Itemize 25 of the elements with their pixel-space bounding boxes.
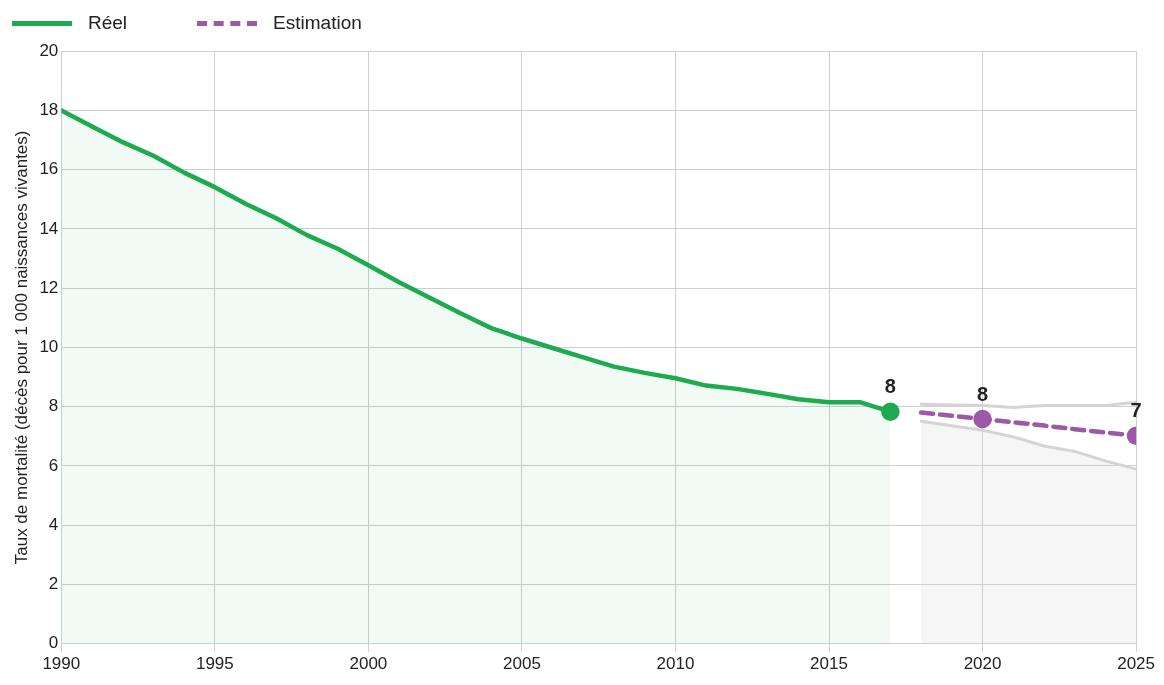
data-label: 8	[884, 375, 896, 398]
x-tick-label: 1995	[195, 654, 234, 674]
x-tick-label: 2005	[503, 654, 541, 674]
y-tick-label: 2	[48, 574, 59, 594]
legend-label: Estimation	[273, 12, 362, 34]
x-tick-label: 2015	[810, 654, 848, 674]
y-tick-label: 14	[39, 218, 59, 238]
y-tick-label: 16	[39, 159, 59, 179]
y-tick-label: 18	[39, 100, 59, 120]
y-tick-label: 20	[39, 40, 59, 60]
data-label: 8	[976, 382, 989, 405]
y-tick-label: 12	[39, 277, 59, 297]
y-tick-label: 6	[48, 455, 59, 475]
y-tick-label: 8	[48, 396, 59, 416]
x-tick-label: 1990	[42, 654, 81, 674]
x-tick-label: 2025	[1117, 654, 1155, 674]
x-tick-label: 2010	[656, 654, 695, 674]
data-label: 7	[1130, 399, 1142, 422]
legend-label: Réel	[88, 12, 128, 34]
x-tick-label: 2000	[349, 654, 388, 674]
y-tick-label: 0	[48, 633, 59, 653]
y-tick-label: 10	[39, 337, 59, 357]
y-axis-title: Taux de mortalité (décès pour 1 000 naissances vivantes)	[11, 130, 31, 565]
y-tick-label: 4	[48, 514, 59, 534]
x-tick-label: 2020	[963, 654, 1002, 674]
